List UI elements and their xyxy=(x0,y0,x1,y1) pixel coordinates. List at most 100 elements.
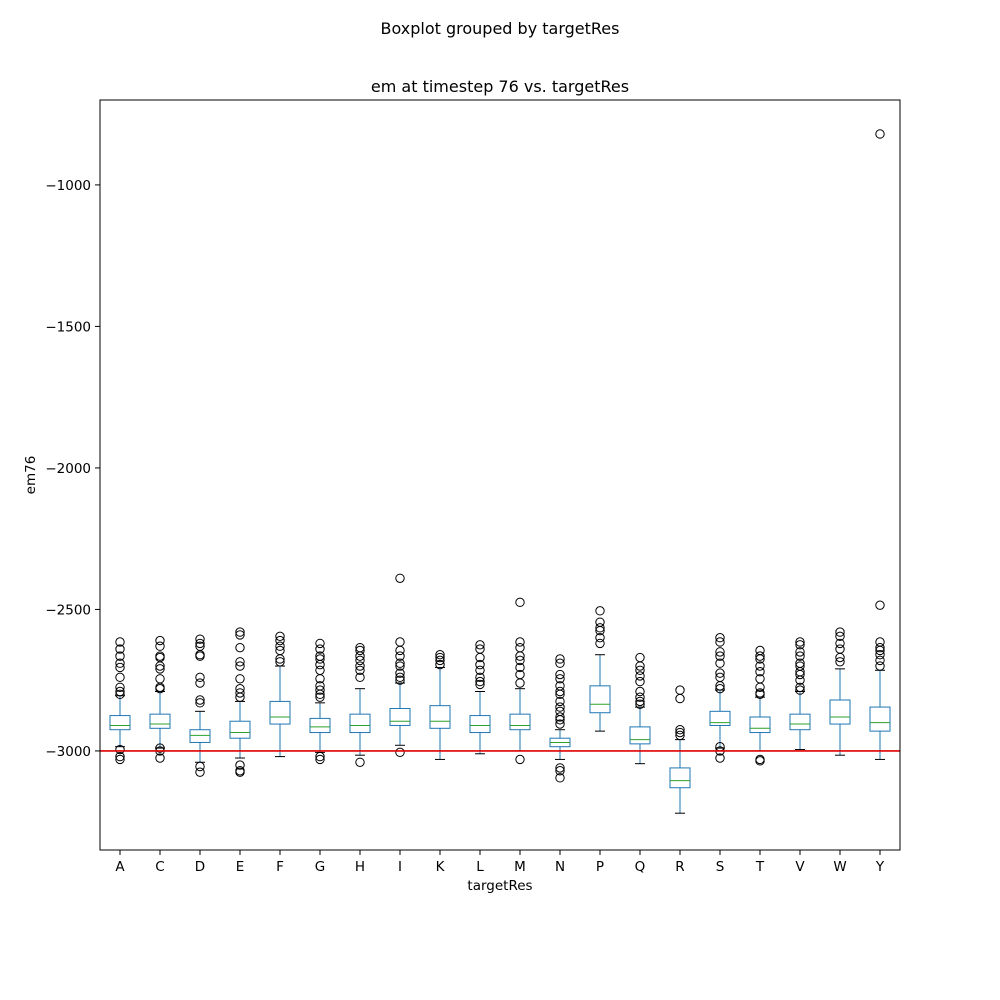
flier-S-3 xyxy=(715,651,725,661)
x-tick-label: Y xyxy=(875,859,885,875)
x-tick-label: R xyxy=(675,859,684,875)
flier-G-8 xyxy=(315,685,325,695)
flier-C-0 xyxy=(155,635,165,646)
flier-T-8 xyxy=(755,689,765,700)
box-P xyxy=(589,685,611,714)
flier-Q-1 xyxy=(635,661,645,671)
flier-M-5 xyxy=(515,662,525,673)
x-tick-label: Q xyxy=(635,859,646,875)
flier-Y-0 xyxy=(875,129,885,139)
x-tick-label: L xyxy=(476,859,484,875)
box-group-R xyxy=(669,685,691,814)
flier-Y-4 xyxy=(875,645,885,656)
box-group-V xyxy=(789,637,811,751)
box-group-M xyxy=(509,597,531,765)
flier-M-1 xyxy=(515,637,525,647)
flier-Q-8 xyxy=(635,699,645,709)
flier-C-4 xyxy=(155,661,165,671)
flier-S-11 xyxy=(715,753,725,763)
flier-G-0 xyxy=(315,638,325,649)
flier-Y-5 xyxy=(875,650,885,660)
flier-W-1 xyxy=(835,631,845,642)
flier-G-3 xyxy=(315,654,325,664)
flier-M-8 xyxy=(515,754,525,765)
flier-K-2 xyxy=(435,655,445,666)
flier-Q-5 xyxy=(635,686,645,697)
flier-D-7 xyxy=(195,695,205,705)
flier-M-4 xyxy=(515,655,525,666)
flier-R-2 xyxy=(675,725,685,735)
flier-A-8 xyxy=(115,689,125,700)
flier-C-1 xyxy=(155,641,165,651)
flier-E-7 xyxy=(235,688,245,698)
flier-W-0 xyxy=(835,627,845,637)
flier-K-1 xyxy=(435,652,445,663)
box-group-D xyxy=(189,634,211,777)
flier-Q-4 xyxy=(635,676,645,687)
flier-S-2 xyxy=(715,647,725,657)
flier-V-7 xyxy=(795,669,805,680)
flier-C-8 xyxy=(155,683,165,694)
flier-V-8 xyxy=(795,675,805,685)
flier-T-10 xyxy=(755,756,765,766)
y-tick-label: −2000 xyxy=(45,461,91,477)
x-tick-label: K xyxy=(436,859,446,875)
flier-E-1 xyxy=(235,630,245,640)
flier-N-3 xyxy=(555,674,565,684)
flier-P-0 xyxy=(595,606,605,616)
flier-K-3 xyxy=(435,659,445,670)
flier-L-2 xyxy=(475,652,485,663)
flier-L-4 xyxy=(475,665,485,675)
x-tick-label: W xyxy=(833,859,846,875)
flier-D-0 xyxy=(195,634,205,644)
flier-H-2 xyxy=(355,651,365,661)
flier-C-9 xyxy=(155,743,165,753)
flier-C-5 xyxy=(155,664,165,674)
x-tick-label: A xyxy=(115,859,125,875)
flier-R-4 xyxy=(675,730,685,741)
flier-N-7 xyxy=(555,696,565,707)
flier-P-5 xyxy=(595,638,605,649)
y-tick-label: −2500 xyxy=(45,602,91,618)
flier-N-6 xyxy=(555,689,565,700)
flier-Q-2 xyxy=(635,665,645,675)
box-I xyxy=(389,707,411,726)
flier-G-4 xyxy=(315,659,325,670)
box-K xyxy=(429,705,451,729)
flier-A-4 xyxy=(115,662,125,673)
flier-W-5 xyxy=(835,657,845,667)
x-tick-label: G xyxy=(315,859,325,875)
flier-V-1 xyxy=(795,640,805,650)
flier-L-6 xyxy=(475,676,485,687)
flier-A-9 xyxy=(115,744,125,755)
tick-layer: −1000 −1500 −2000 −2500 −3000 A C D E F G H I K L M N P Q R… xyxy=(45,178,885,875)
flier-H-1 xyxy=(355,645,365,656)
x-tick-label: H xyxy=(355,859,365,875)
x-tick-label: N xyxy=(555,859,565,875)
box-group-L xyxy=(469,640,491,755)
flier-I-9 xyxy=(395,747,405,758)
x-tick-label: I xyxy=(398,859,402,875)
flier-D-10 xyxy=(195,767,205,777)
flier-F-1 xyxy=(275,635,285,646)
flier-N-8 xyxy=(555,702,565,712)
box-E xyxy=(229,720,251,739)
flier-N-5 xyxy=(555,686,565,697)
box-D xyxy=(189,729,211,743)
flier-T-3 xyxy=(755,661,765,671)
flier-I-7 xyxy=(395,672,405,683)
flier-G-10 xyxy=(315,692,325,702)
flier-V-9 xyxy=(795,682,805,692)
flier-S-1 xyxy=(715,637,725,647)
flier-E-4 xyxy=(235,661,245,671)
box-group-S xyxy=(709,633,731,763)
flier-D-4 xyxy=(195,651,205,661)
box-G xyxy=(309,717,331,734)
flier-S-8 xyxy=(715,683,725,694)
x-tick-label: T xyxy=(755,859,765,875)
flier-S-5 xyxy=(715,668,725,678)
flier-T-6 xyxy=(755,682,765,692)
flier-D-8 xyxy=(195,698,205,708)
flier-V-10 xyxy=(795,685,805,695)
